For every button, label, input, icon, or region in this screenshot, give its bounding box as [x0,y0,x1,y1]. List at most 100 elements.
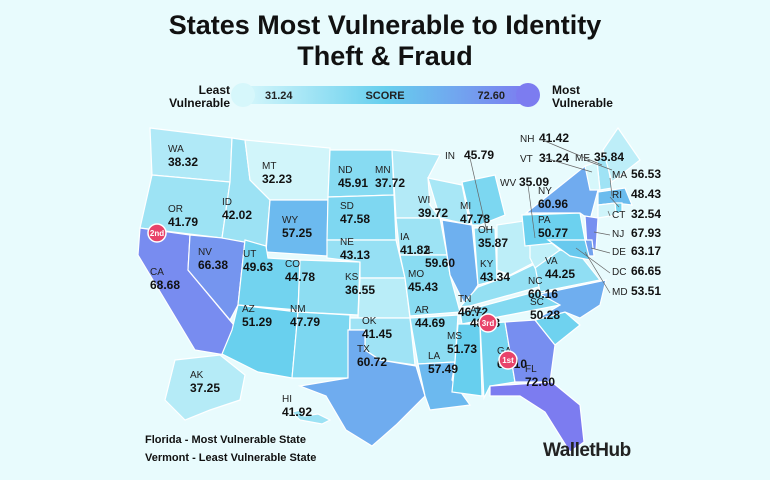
state-score: 63.17 [631,244,661,258]
note: Vermont - Least Vulnerable State [145,452,317,464]
state-score: 57.25 [282,226,312,240]
title: States Most Vulnerable to Identity Theft… [168,10,602,71]
rank-badge [498,350,518,370]
state [597,187,633,206]
state-score: 56.53 [631,167,661,181]
state-score: 41.82 [400,243,430,257]
state-score: 36.55 [345,283,375,297]
legend-high: Most Vulnerable [552,83,613,110]
state-score: 50.28 [530,308,560,322]
state-score: 41.45 [362,327,392,341]
state-score: 43.13 [340,248,370,262]
state-score: 67.93 [631,226,661,240]
state-abbr: ME [575,153,590,164]
state-score: 47.79 [290,315,320,329]
rank-label: 3rd [482,319,495,328]
states [137,126,641,453]
leader-line [544,157,593,173]
state-score: 35.87 [478,236,508,250]
state-abbr: AZ [242,304,255,315]
state-abbr: VA [545,256,558,267]
state-abbr: SD [340,201,354,212]
state-abbr: MT [262,161,276,172]
legend-score: SCORE [365,90,404,102]
state-score: 49.63 [243,260,273,274]
state-abbr: MD [612,287,628,298]
state-score: 41.79 [168,215,198,229]
note: Florida - Most Vulnerable State [145,434,306,446]
leader-line [593,231,611,236]
state-abbr: VT [520,154,533,165]
state [597,202,617,219]
state-abbr: FL [525,364,537,375]
state-score: 50.77 [538,226,568,240]
state-abbr: NM [290,304,306,315]
legend-bar [243,86,528,104]
state-score: 37.25 [190,381,220,395]
state [297,329,426,447]
leader-line [575,247,611,274]
state-abbr: KS [345,272,359,283]
state-abbr: WY [282,215,298,226]
rank-label: 2nd [150,229,164,238]
state-score: 41.42 [539,131,569,145]
state-score: 43.34 [480,270,510,284]
state-abbr: MS [447,331,462,342]
state-abbr: IA [400,232,410,243]
state-abbr: AK [190,370,204,381]
state-score: 31.24 [539,151,569,165]
state-abbr: OR [168,204,183,215]
state [458,263,543,308]
state-score: 53.51 [631,284,661,298]
state-score: 72.60 [525,375,555,389]
state-score: 66.38 [198,258,228,272]
leader-line [609,196,620,208]
state-abbr: NE [340,237,354,248]
state-score: 38.32 [168,155,198,169]
state-abbr: NJ [612,229,624,240]
state-score: 51.73 [447,342,477,356]
state-abbr: NV [198,247,212,258]
state [451,323,483,397]
state-abbr: DE [612,247,626,258]
leader-line [607,210,611,217]
state-score: 35.09 [519,175,549,189]
state-abbr: MI [460,201,471,212]
state-abbr: MA [612,170,627,181]
state-abbr: WV [500,178,516,189]
state-score: 45.43 [408,280,438,294]
leader-line [609,177,613,197]
state-abbr: PA [538,215,551,226]
state-abbr: OH [478,225,493,236]
legend-low: Least Vulnerable [169,83,230,110]
state-abbr: NH [520,134,534,145]
state-abbr: NY [538,186,552,197]
state [479,321,516,401]
state-score: 66.65 [631,264,661,278]
state-abbr: TX [357,344,370,355]
rank-badge [478,313,498,333]
state-score: 47.58 [340,212,370,226]
state-score: 42.02 [222,208,252,222]
state-score: 51.29 [242,315,272,329]
state-abbr: UT [243,249,256,260]
legend-min: 31.24 [265,90,293,102]
state [290,409,332,425]
leader-line [539,138,603,166]
leader-line [590,247,611,254]
state-score: 37.72 [375,176,405,190]
state-score: 68.68 [150,278,180,292]
state-abbr: HI [282,394,292,405]
state-score: 44.69 [415,316,445,330]
state-score: 59.60 [425,256,455,270]
state-score: 44.78 [285,270,315,284]
state-abbr: AR [415,305,429,316]
leader-line [527,184,536,239]
state-abbr: CO [285,259,300,270]
state-abbr: TN [458,294,471,305]
state-abbr: IN [445,151,455,162]
state-abbr: WA [168,144,184,155]
state-score: 41.92 [282,405,312,419]
